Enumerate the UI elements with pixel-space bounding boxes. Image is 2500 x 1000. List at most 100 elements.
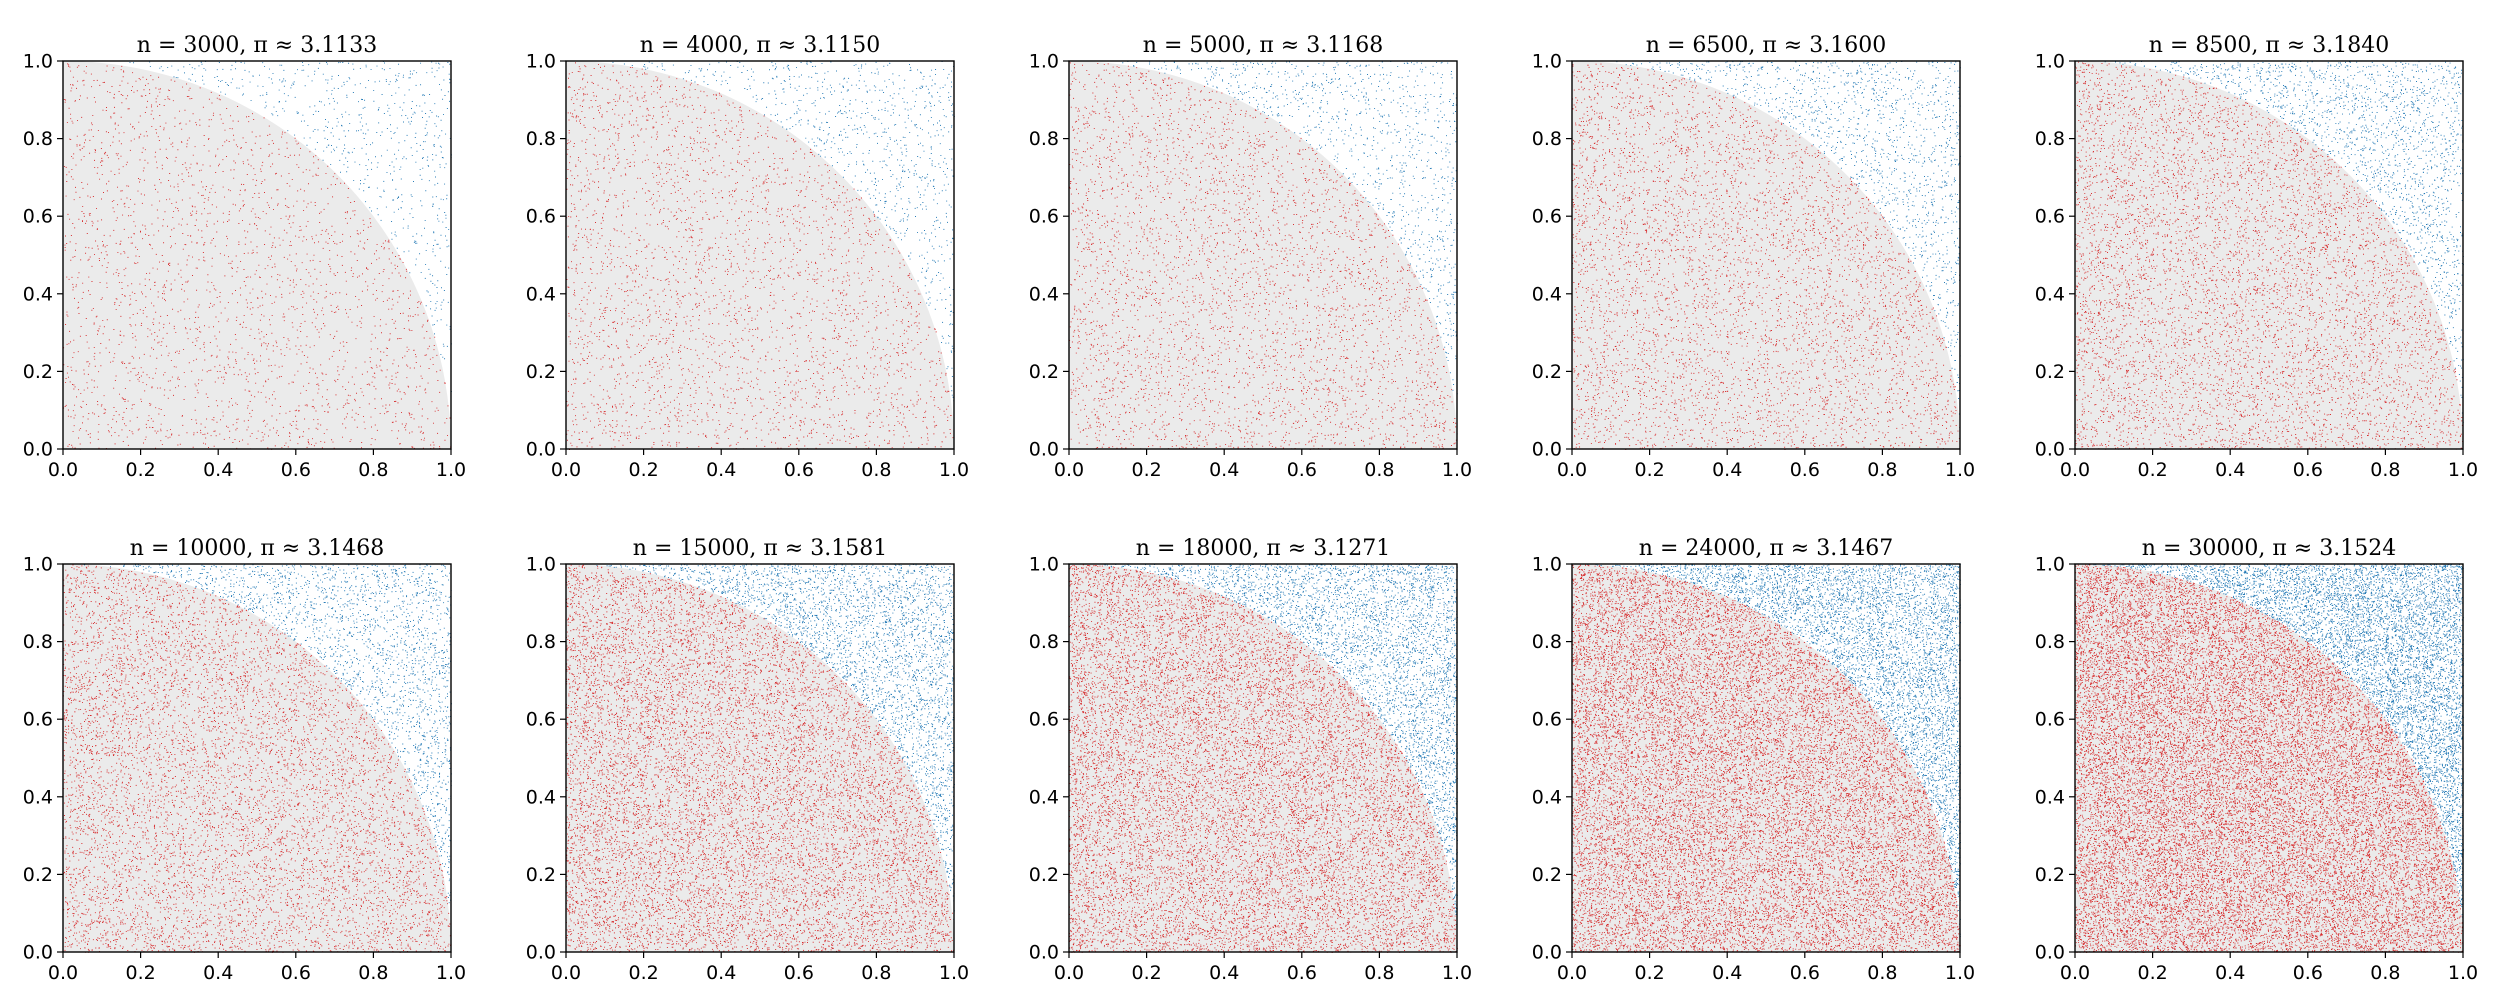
quarter-circle-region [566, 564, 954, 952]
y-tick-label: 0.4 [526, 283, 556, 305]
subplot-title: n = 15000, π ≈ 3.1581 [633, 536, 887, 561]
y-tick-label: 0.2 [526, 361, 556, 383]
subplot-title: n = 10000, π ≈ 3.1468 [130, 536, 384, 561]
x-tick-label: 0.2 [1131, 962, 1161, 984]
x-tick-label: 0.0 [551, 962, 581, 984]
x-tick-label: 0.6 [2293, 962, 2323, 984]
subplot-5: 0.0 0.2 0.4 0.6 0.8 1.0 0.0 0.2 0.4 0.6 0.8 1.0 n = … [2035, 33, 2478, 481]
x-tick-label: 0.6 [2293, 459, 2323, 481]
inside-points-series [566, 564, 955, 953]
y-tick-label: 0.2 [23, 361, 53, 383]
x-tick-label: 0.2 [1634, 459, 1664, 481]
quarter-circle-region [1572, 61, 1960, 449]
quarter-circle-region [1069, 61, 1457, 449]
subplot-4: 0.0 0.2 0.4 0.6 0.8 1.0 0.0 0.2 0.4 0.6 0.8 1.0 n = … [1532, 33, 1975, 481]
y-tick-label: 0.0 [23, 439, 53, 461]
x-tick-label: 0.8 [2370, 962, 2400, 984]
x-tick-label: 0.8 [861, 962, 891, 984]
x-tick-label: 0.2 [125, 459, 155, 481]
subplot-2: 0.0 0.2 0.4 0.6 0.8 1.0 0.0 0.2 0.4 0.6 0.8 1.0 n = … [526, 33, 969, 481]
x-tick-label: 0.0 [1557, 962, 1587, 984]
x-tick-label: 0.6 [1790, 459, 1820, 481]
plot-frame [62, 60, 452, 450]
y-tick-label: 0.6 [526, 206, 556, 228]
inside-points-series [566, 62, 954, 450]
quarter-circle-region [1069, 564, 1457, 952]
x-tick-label: 0.6 [281, 962, 311, 984]
y-tick-label: 1.0 [23, 51, 53, 73]
x-tick-label: 0.6 [784, 962, 814, 984]
subplot-7: 0.0 0.2 0.4 0.6 0.8 1.0 0.0 0.2 0.4 0.6 0.8 1.0 n = … [526, 536, 969, 984]
y-tick-label: 1.0 [2035, 51, 2065, 73]
y-tick-label: 0.0 [23, 942, 53, 964]
y-tick-label: 0.8 [1532, 128, 1562, 150]
x-tick-label: 0.6 [281, 459, 311, 481]
subplot-10: 0.0 0.2 0.4 0.6 0.8 1.0 0.0 0.2 0.4 0.6 0.8 1.0 n = … [2035, 536, 2478, 984]
x-tick-label: 0.8 [1364, 962, 1394, 984]
quarter-circle-region [566, 61, 954, 449]
y-tick-label: 1.0 [526, 554, 556, 576]
x-tick-label: 0.6 [784, 459, 814, 481]
subplot-3: 0.0 0.2 0.4 0.6 0.8 1.0 0.0 0.2 0.4 0.6 0.8 1.0 n = … [1029, 33, 1472, 481]
x-tick-label: 0.0 [48, 459, 78, 481]
y-tick-label: 0.4 [23, 283, 53, 305]
x-tick-label: 0.2 [628, 459, 658, 481]
y-tick-label: 0.2 [1029, 864, 1059, 886]
y-tick-label: 0.8 [2035, 631, 2065, 653]
x-tick-label: 0.4 [1209, 962, 1239, 984]
y-tick-label: 1.0 [1029, 554, 1059, 576]
x-tick-label: 0.4 [1712, 962, 1742, 984]
x-tick-label: 1.0 [436, 459, 466, 481]
x-tick-label: 1.0 [939, 962, 969, 984]
y-tick-label: 1.0 [1532, 554, 1562, 576]
x-tick-label: 0.8 [1867, 962, 1897, 984]
y-tick-label: 1.0 [1029, 51, 1059, 73]
x-tick-label: 1.0 [2448, 962, 2478, 984]
y-tick-label: 0.6 [1532, 206, 1562, 228]
x-tick-label: 0.4 [203, 962, 233, 984]
x-tick-label: 0.2 [1131, 459, 1161, 481]
y-tick-label: 0.2 [1532, 361, 1562, 383]
x-tick-label: 0.0 [1054, 962, 1084, 984]
y-tick-label: 0.4 [1029, 786, 1059, 808]
y-tick-label: 0.6 [23, 709, 53, 731]
y-tick-label: 1.0 [526, 51, 556, 73]
y-tick-label: 0.8 [2035, 128, 2065, 150]
subplot-title: n = 18000, π ≈ 3.1271 [1136, 536, 1390, 561]
y-tick-label: 0.0 [2035, 942, 2065, 964]
y-tick-label: 0.6 [1532, 709, 1562, 731]
y-tick-label: 1.0 [23, 554, 53, 576]
y-tick-label: 0.8 [23, 631, 53, 653]
y-tick-label: 0.6 [2035, 709, 2065, 731]
y-tick-label: 0.2 [23, 864, 53, 886]
x-tick-label: 0.0 [551, 459, 581, 481]
y-tick-label: 0.0 [526, 942, 556, 964]
y-tick-label: 0.0 [1532, 439, 1562, 461]
y-tick-label: 0.4 [2035, 786, 2065, 808]
plot-frame [565, 563, 955, 953]
x-tick-label: 0.6 [1790, 962, 1820, 984]
plot-frame [1571, 60, 1961, 450]
y-tick-label: 0.2 [2035, 361, 2065, 383]
x-tick-label: 0.0 [48, 962, 78, 984]
x-tick-label: 0.4 [203, 459, 233, 481]
x-tick-label: 0.6 [1287, 962, 1317, 984]
x-tick-label: 0.4 [2215, 962, 2245, 984]
x-tick-label: 0.2 [2137, 459, 2167, 481]
y-tick-label: 0.4 [23, 786, 53, 808]
x-tick-label: 0.2 [1634, 962, 1664, 984]
y-tick-label: 0.2 [1029, 361, 1059, 383]
y-tick-label: 0.6 [1029, 206, 1059, 228]
y-tick-label: 0.8 [1029, 128, 1059, 150]
x-tick-label: 0.8 [1364, 459, 1394, 481]
y-tick-label: 0.2 [2035, 864, 2065, 886]
y-tick-label: 0.2 [526, 864, 556, 886]
subplot-title: n = 4000, π ≈ 3.1150 [640, 33, 880, 58]
plot-frame [2074, 60, 2464, 450]
x-tick-label: 0.8 [358, 459, 388, 481]
y-tick-label: 0.0 [2035, 439, 2065, 461]
subplot-title: n = 24000, π ≈ 3.1467 [1639, 536, 1893, 561]
x-tick-label: 0.0 [1557, 459, 1587, 481]
